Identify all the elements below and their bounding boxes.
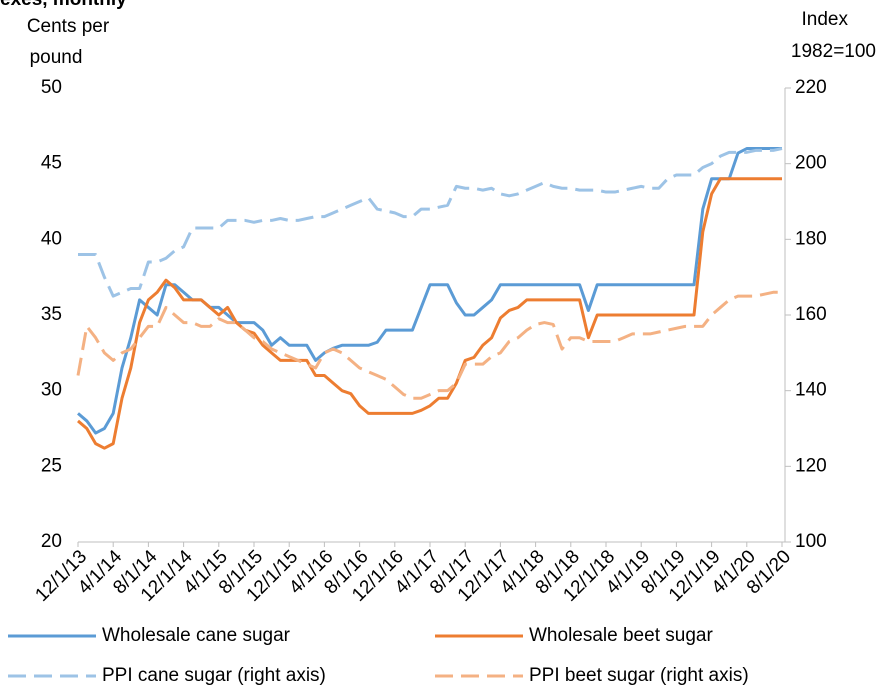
y-tick-label: 20 <box>41 531 62 552</box>
y2-axis-label: 1982=100 <box>791 41 876 62</box>
series-line <box>78 147 783 298</box>
y-tick-label: 25 <box>41 455 62 476</box>
legend-label: Wholesale cane sugar <box>102 625 291 646</box>
legend-label: Wholesale beet sugar <box>529 625 713 646</box>
y-tick-label: 35 <box>41 304 62 325</box>
y2-tick-label: 120 <box>795 455 827 476</box>
y2-tick-label: 100 <box>795 531 827 552</box>
y-tick-label: 45 <box>41 153 62 174</box>
y-tick-label: 50 <box>41 77 62 98</box>
y-axis-label: pound <box>30 47 83 68</box>
chart-title: exes, monthly <box>0 0 127 10</box>
series-line <box>77 177 782 450</box>
y-tick-label: 30 <box>41 380 62 401</box>
y2-tick-label: 160 <box>795 304 827 325</box>
y2-tick-label: 180 <box>795 228 827 249</box>
y-axis-label: Cents per <box>27 16 110 37</box>
legend-label: PPI cane sugar (right axis) <box>102 665 326 686</box>
y2-tick-label: 140 <box>795 380 827 401</box>
legend-label: PPI beet sugar (right axis) <box>529 665 749 686</box>
series-line <box>76 290 782 400</box>
y2-tick-label: 200 <box>795 153 827 174</box>
y2-tick-label: 220 <box>795 77 827 98</box>
y2-axis-label: Index <box>802 9 849 30</box>
series-line <box>77 147 782 435</box>
y-tick-label: 40 <box>41 228 62 249</box>
